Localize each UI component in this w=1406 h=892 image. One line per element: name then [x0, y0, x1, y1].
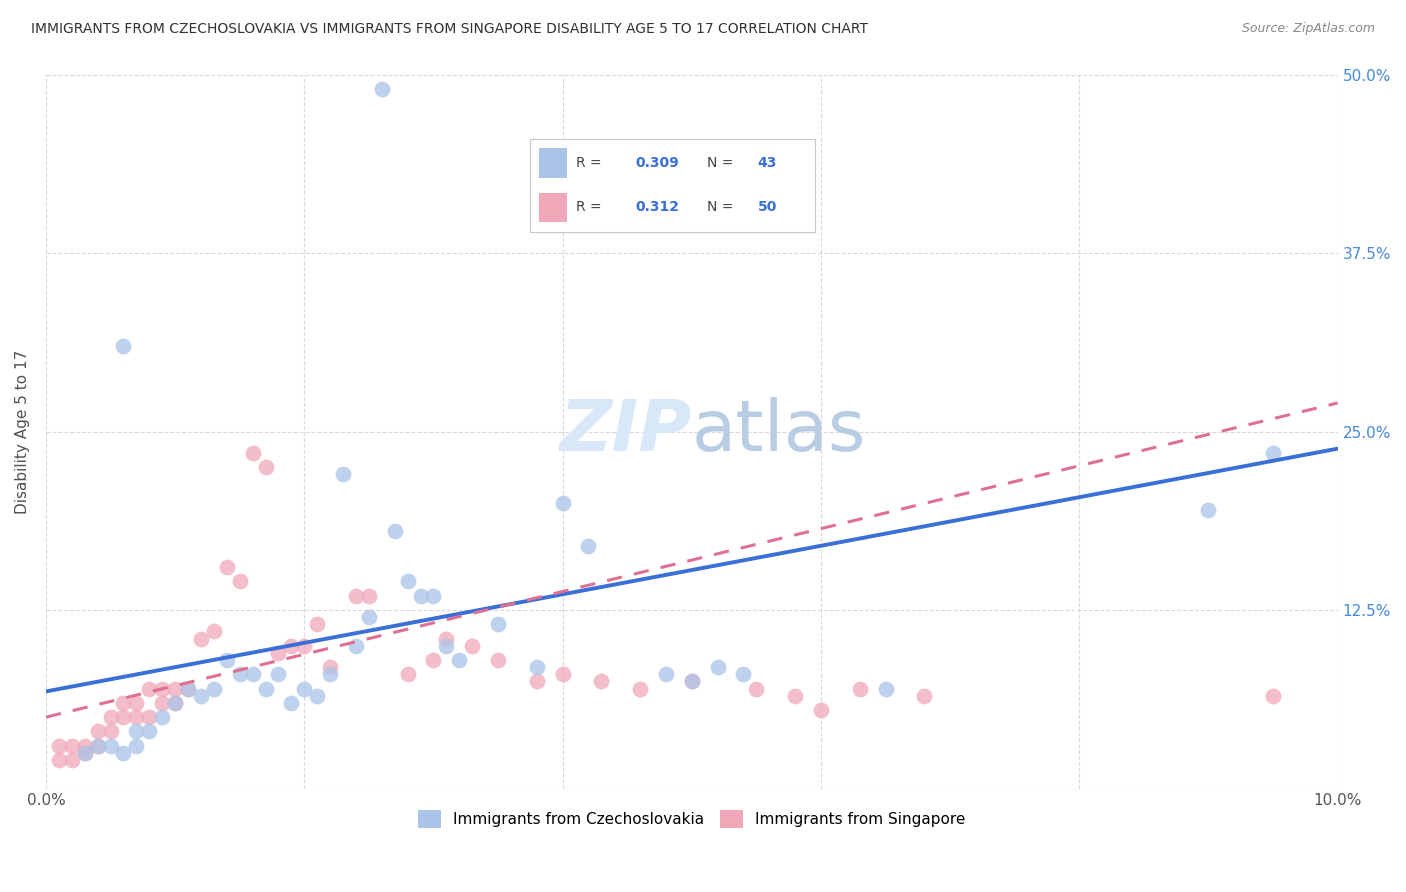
Point	[228, 667, 250, 681]
Point	[242, 667, 264, 681]
Point	[434, 639, 457, 653]
Point	[449, 653, 471, 667]
Point	[86, 739, 108, 753]
Point	[409, 589, 432, 603]
Point	[357, 589, 380, 603]
Point	[912, 689, 935, 703]
Point	[86, 724, 108, 739]
Point	[551, 667, 574, 681]
Point	[165, 696, 187, 710]
Point	[125, 710, 148, 724]
Point	[1198, 503, 1220, 517]
Point	[848, 681, 870, 696]
Point	[254, 460, 277, 475]
Point	[1261, 689, 1284, 703]
Point	[422, 653, 444, 667]
Point	[551, 496, 574, 510]
Point	[138, 710, 160, 724]
Point	[112, 746, 135, 760]
Point	[60, 753, 83, 767]
Point	[138, 724, 160, 739]
Point	[344, 589, 367, 603]
Point	[307, 689, 329, 703]
Point	[396, 574, 419, 589]
Point	[254, 681, 277, 696]
Point	[785, 689, 807, 703]
Point	[73, 746, 96, 760]
Point	[384, 524, 406, 539]
Point	[112, 339, 135, 353]
Point	[100, 724, 122, 739]
Point	[202, 624, 225, 639]
Point	[150, 696, 173, 710]
Point	[681, 674, 703, 689]
Point	[706, 660, 728, 674]
Text: ZIP: ZIP	[560, 397, 692, 466]
Point	[215, 560, 238, 574]
Point	[319, 667, 342, 681]
Point	[461, 639, 484, 653]
Point	[280, 639, 302, 653]
Point	[357, 610, 380, 624]
Point	[100, 710, 122, 724]
Point	[165, 696, 187, 710]
Point	[73, 739, 96, 753]
Point	[486, 653, 509, 667]
Point	[112, 710, 135, 724]
Point	[228, 574, 250, 589]
Point	[1261, 446, 1284, 460]
Point	[292, 639, 315, 653]
Point	[396, 667, 419, 681]
Point	[319, 660, 342, 674]
Point	[578, 539, 600, 553]
Point	[875, 681, 897, 696]
Point	[267, 667, 290, 681]
Point	[202, 681, 225, 696]
Point	[526, 674, 548, 689]
Point	[307, 617, 329, 632]
Point	[48, 739, 70, 753]
Point	[280, 696, 302, 710]
Point	[125, 724, 148, 739]
Point	[177, 681, 200, 696]
Point	[125, 696, 148, 710]
Y-axis label: Disability Age 5 to 17: Disability Age 5 to 17	[15, 350, 30, 514]
Point	[215, 653, 238, 667]
Point	[292, 681, 315, 696]
Point	[60, 739, 83, 753]
Point	[422, 589, 444, 603]
Text: IMMIGRANTS FROM CZECHOSLOVAKIA VS IMMIGRANTS FROM SINGAPORE DISABILITY AGE 5 TO : IMMIGRANTS FROM CZECHOSLOVAKIA VS IMMIGR…	[31, 22, 868, 37]
Point	[150, 681, 173, 696]
Point	[434, 632, 457, 646]
Point	[344, 639, 367, 653]
Point	[371, 82, 394, 96]
Text: Source: ZipAtlas.com: Source: ZipAtlas.com	[1241, 22, 1375, 36]
Point	[267, 646, 290, 660]
Point	[733, 667, 755, 681]
Point	[86, 739, 108, 753]
Text: atlas: atlas	[692, 397, 866, 466]
Point	[73, 746, 96, 760]
Point	[100, 739, 122, 753]
Point	[48, 753, 70, 767]
Point	[745, 681, 768, 696]
Point	[628, 681, 651, 696]
Point	[591, 674, 613, 689]
Point	[810, 703, 832, 717]
Point	[655, 667, 678, 681]
Point	[242, 446, 264, 460]
Point	[190, 689, 212, 703]
Point	[190, 632, 212, 646]
Point	[112, 696, 135, 710]
Point	[165, 681, 187, 696]
Point	[526, 660, 548, 674]
Point	[177, 681, 200, 696]
Point	[125, 739, 148, 753]
Legend: Immigrants from Czechoslovakia, Immigrants from Singapore: Immigrants from Czechoslovakia, Immigran…	[412, 804, 972, 834]
Point	[138, 681, 160, 696]
Point	[150, 710, 173, 724]
Point	[486, 617, 509, 632]
Point	[332, 467, 354, 482]
Point	[681, 674, 703, 689]
